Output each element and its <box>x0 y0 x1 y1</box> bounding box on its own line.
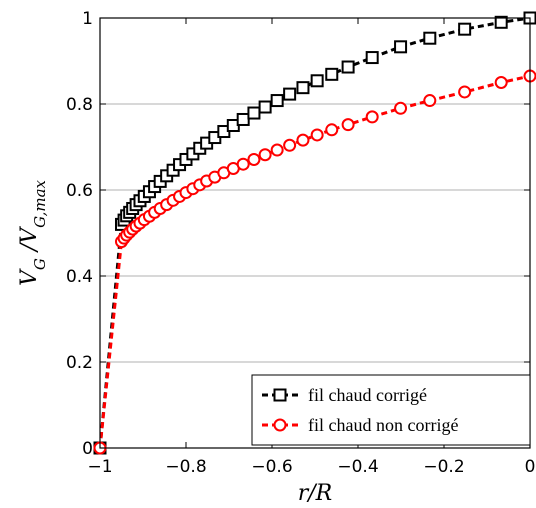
x-ticks: −1 −0.8 −0.6 −0.4 −0.2 0 <box>87 18 535 477</box>
series-1-point-24 <box>258 148 272 162</box>
legend: fil chaud corrigé fil chaud non corrigé <box>251 374 531 446</box>
series-0-point-33 <box>423 31 437 45</box>
y-tick-label-3: 0.6 <box>66 181 93 201</box>
series-1-point-25 <box>270 143 284 157</box>
series-1-point-29 <box>325 123 339 137</box>
series-0-point-29 <box>325 67 339 81</box>
series-1-point-34 <box>458 85 472 99</box>
y-tick-label-5: 1 <box>82 9 93 29</box>
y-tick-label-0: 0 <box>82 439 93 459</box>
legend-marker-1 <box>273 418 287 432</box>
series-1-point-23 <box>247 152 261 166</box>
series-1-point-27 <box>296 133 310 147</box>
series-0-point-28 <box>310 74 324 88</box>
x-tick-label-5: 0 <box>525 457 536 477</box>
y-tick-label-2: 0.4 <box>66 267 93 287</box>
series-0-point-22 <box>236 112 250 126</box>
y-tick-label-4: 0.8 <box>66 95 93 115</box>
x-tick-label-2: −0.6 <box>251 457 292 477</box>
y-tick-label-1: 0.2 <box>66 353 93 373</box>
legend-label-0: fil chaud corrigé <box>308 385 427 405</box>
series-1-point-30 <box>341 118 355 132</box>
legend-marker-0 <box>273 388 287 402</box>
series-markers <box>93 11 536 455</box>
plot-frame <box>99 17 531 449</box>
series-1-point-28 <box>310 128 324 142</box>
series-0-point-31 <box>365 51 379 65</box>
series-0-point-27 <box>296 81 310 95</box>
series-1-point-31 <box>365 110 379 124</box>
x-tick-label-0: −1 <box>87 457 112 477</box>
series-0-point-23 <box>247 106 261 120</box>
y-axis-label: VG /VG,max <box>17 179 49 286</box>
y-label-denominator-subscript: G,max <box>31 179 49 227</box>
series-1-point-26 <box>283 138 297 152</box>
series-0-point-35 <box>494 15 508 29</box>
series-1-point-33 <box>423 94 437 108</box>
series-0-point-34 <box>458 22 472 36</box>
y-label-main-subscript: G <box>31 258 49 270</box>
y-label-separator: /V <box>17 226 42 258</box>
series-0-point-25 <box>270 94 284 108</box>
x-tick-label-3: −0.4 <box>337 457 378 477</box>
y-ticks: 0 0.2 0.4 0.6 0.8 1 <box>66 9 530 459</box>
series-0-point-24 <box>258 100 272 114</box>
x-tick-label-1: −0.8 <box>165 457 206 477</box>
legend-box <box>251 374 531 446</box>
x-tick-label-4: −0.2 <box>423 457 464 477</box>
y-label-main: V <box>17 268 42 286</box>
series-1-point-35 <box>494 76 508 89</box>
series-0-point-32 <box>394 40 408 54</box>
legend-label-1: fil chaud non corrigé <box>308 415 458 435</box>
series-0-point-26 <box>283 87 297 101</box>
series-1-point-32 <box>394 101 408 115</box>
x-axis-label: r/R <box>298 481 333 506</box>
series-0-point-30 <box>341 60 355 74</box>
series-1-point-22 <box>236 157 250 171</box>
